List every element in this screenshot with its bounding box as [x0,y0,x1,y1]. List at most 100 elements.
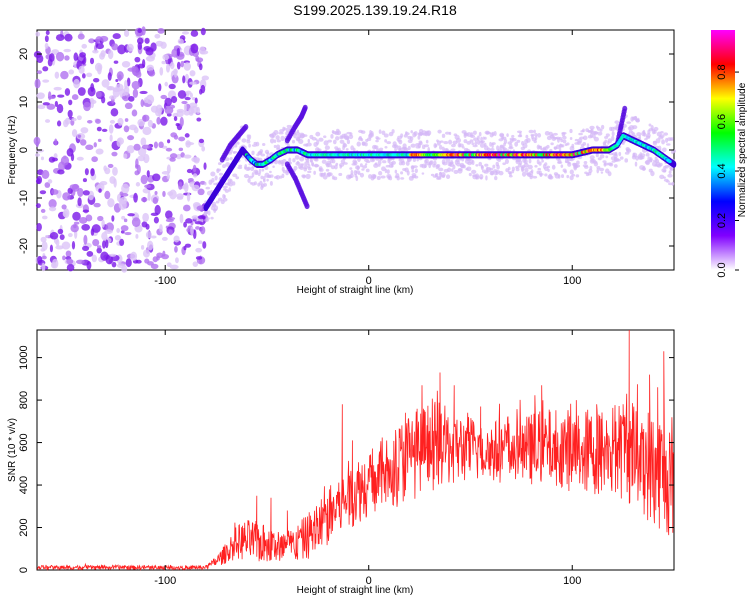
colorbar-ticks: 0.0 0.2 0.4 0.6 0.8 [716,64,739,278]
noise-blob [193,157,200,164]
noise-blob [101,219,105,228]
noise-blob [196,117,202,122]
noise-blob [83,234,88,245]
ridge-halo [327,139,332,143]
ridge-halo [434,144,438,148]
ridge-halo [563,170,567,174]
ridge-halo [253,181,257,186]
ridge-halo [414,168,418,174]
snr-y-tick-label: 800 [18,391,30,409]
snr-y-tick-label: 200 [18,518,30,536]
ridge-halo [299,166,305,170]
noise-blob [48,53,55,62]
ridge-halo [463,139,468,144]
ridge-halo [511,169,515,174]
noise-blob [96,126,102,132]
noise-blob [114,234,121,241]
ridge-halo [324,145,330,150]
ridge-halo [605,155,609,159]
ridge-halo [475,175,480,180]
ridge-halo [613,164,618,168]
noise-blob [101,79,110,88]
noise-blob [145,47,154,56]
ridge-halo [276,139,281,143]
noise-blob [173,116,178,122]
ridge-halo [611,131,615,137]
ridge-halo [607,140,610,145]
ridge-halo [215,200,220,204]
noise-blob [195,226,201,230]
noise-blob [109,119,116,124]
ridge-halo [442,161,448,166]
ridge-halo [310,161,314,166]
noise-blob [119,238,125,247]
noise-blob [82,245,90,251]
ridge-halo [356,165,360,171]
ridge-halo [305,173,311,180]
ridge-halo [490,170,495,176]
noise-blob [45,234,49,239]
ridge-halo [381,166,386,172]
ridge-halo [480,140,485,144]
noise-blob [124,29,130,37]
noise-blob [41,255,47,260]
noise-blob [48,206,57,212]
noise-blob [201,146,206,152]
ridge-halo [599,154,605,159]
noise-blob [162,250,166,257]
noise-blob [201,75,210,81]
noise-blob [62,255,66,261]
noise-blob [77,197,82,207]
ridge-halo [561,144,565,148]
ridge-halo [288,157,292,163]
ridge-halo [318,148,322,152]
noise-blob [73,78,80,89]
ridge-halo [359,163,363,168]
noise-blob [79,52,86,58]
ridge-halo [214,175,218,181]
ridge-halo [413,131,418,137]
ridge-halo [558,147,562,152]
noise-blob [92,49,99,54]
ridge-halo [386,169,390,174]
ridge-halo [544,162,548,166]
noise-blob [40,236,47,243]
noise-blob [112,33,121,40]
ridge-halo [425,139,429,144]
ridge-halo [210,216,214,220]
ridge-halo [636,117,640,121]
ridge-halo [457,167,463,172]
snr-y-tick-label: 0 [18,567,30,573]
noise-blob [82,209,90,213]
ridge-halo [655,138,661,144]
noise-blob [185,218,193,224]
ridge-halo [285,170,289,176]
noise-blob [126,77,131,87]
ridge-halo [478,161,483,167]
noise-blob [189,81,197,85]
noise-blob [112,166,118,176]
noise-blob [127,67,136,72]
ridge-halo [669,137,674,141]
noise-blob [57,228,64,235]
ridge-halo [450,159,454,165]
ridge-halo [661,168,667,173]
noise-blob [97,215,104,222]
noise-blob [62,210,68,217]
ridge-halo [338,172,343,177]
ridge-halo [332,159,336,164]
noise-blob [53,153,58,159]
ridge-halo [534,164,538,168]
ridge-halo [255,141,260,147]
ridge-halo [550,142,554,146]
ridge-halo [546,165,551,169]
noise-blob [141,197,148,203]
ridge-halo [261,168,265,172]
ridge-halo [410,130,413,134]
ridge-halo [468,172,472,177]
ridge-halo [619,156,624,160]
noise-blob [198,138,205,144]
ridge-halo [507,166,511,171]
noise-blob [60,155,70,166]
